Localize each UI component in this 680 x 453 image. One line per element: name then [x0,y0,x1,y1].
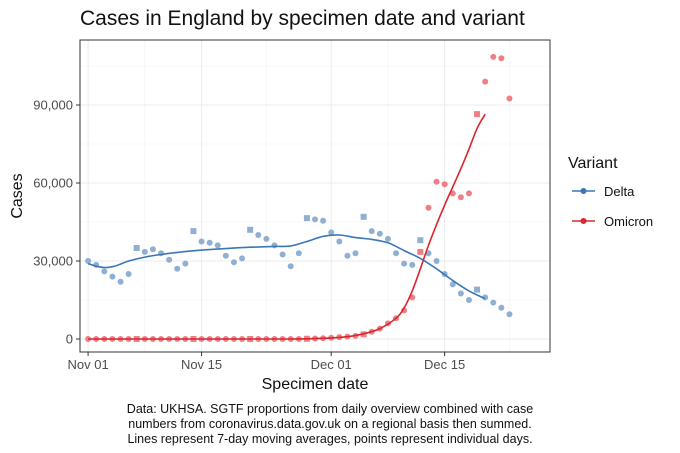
x-axis-label: Specimen date [262,376,369,393]
delta-point [457,290,464,297]
delta-line [87,234,486,300]
delta-point [376,230,383,237]
legend-omicron-marker [580,218,587,224]
delta-point [214,242,221,249]
chart: Nov 01 Nov 15 Dec 01 Dec 15 0 30,000 60,000 90,… [9,39,653,393]
legend-omicron-label: Omicron [604,214,653,229]
omicron-point [490,53,497,60]
delta-point [465,297,472,303]
omicron-point [465,190,472,197]
delta-point [255,232,262,238]
delta-point [182,260,189,267]
chart-title: Cases in England by specimen date and va… [80,7,525,30]
omicron-point [474,111,481,118]
omicron-point [482,78,489,85]
delta-point [490,299,497,306]
legend-delta-label: Delta [604,184,635,199]
delta-point [206,239,213,246]
delta-point [125,271,132,277]
caption: Data: UKHSA. SGTF proportions from daily… [70,402,590,447]
delta-point [498,304,505,311]
omicron-point [433,178,440,185]
delta-point [279,251,286,258]
delta-point [166,256,173,263]
y-tick-label: 0 [66,332,73,347]
delta-point [190,228,197,235]
delta-point [368,228,375,235]
omicron-point [498,55,505,62]
plot-border [79,39,551,353]
delta-point [109,273,116,280]
x-tick-label: Dec 15 [424,357,465,372]
caption-line: Data: UKHSA. SGTF proportions from daily… [126,402,534,416]
delta-point [247,226,254,233]
x-tick-label: Dec 01 [311,357,352,372]
delta-point [174,265,181,272]
y-axis-label: Cases [9,173,26,218]
delta-point [384,235,391,242]
delta-point [117,278,124,285]
delta-point [474,286,481,293]
omicron-point [457,194,464,201]
omicron-line [88,113,486,340]
delta-point [85,258,92,264]
delta-point [141,248,148,255]
plot-panel [80,40,550,352]
delta-point [263,235,270,242]
delta-point [101,268,108,275]
delta-point [320,217,327,224]
x-tick-label: Nov 01 [68,357,109,372]
y-tick-label: 30,000 [33,254,73,269]
delta-point [149,246,156,253]
axes-layer: Nov 01 Nov 15 Dec 01 Dec 15 0 30,000 60,000 90,… [33,98,465,373]
caption-line: Lines represent 7-day moving averages, p… [127,432,533,446]
omicron-point [506,95,513,102]
omicron-point [417,248,424,255]
delta-point [433,258,440,264]
caption-line: numbers from coronavirus.data.gov.uk on … [128,417,532,431]
delta-point [271,242,278,249]
delta-point [352,250,359,257]
delta-point [303,215,310,222]
delta-point [393,250,400,257]
legend: Variant Delta Omicron [568,155,653,229]
y-tick-label: 60,000 [33,176,73,191]
omicron-point [425,204,432,211]
x-tick-label: Nov 15 [181,357,222,372]
delta-point [401,260,408,267]
delta-point [360,213,367,220]
delta-point [409,261,416,268]
delta-point [222,252,229,259]
delta-point [482,294,489,301]
delta-point [506,311,513,318]
delta-point [328,229,335,236]
delta-point [198,238,205,245]
delta-point [417,237,424,244]
delta-point [336,238,343,245]
legend-title: Variant [568,155,618,172]
lines-layer [87,113,486,340]
omicron-point [441,181,448,188]
points-layer [85,53,513,342]
delta-point [449,281,456,288]
legend-delta-marker [580,188,587,194]
delta-point [344,252,351,259]
delta-point [230,259,237,266]
y-tick-label: 90,000 [33,98,73,113]
delta-point [133,245,140,251]
delta-point [239,255,246,262]
delta-point [312,216,318,223]
delta-point [295,250,302,257]
delta-point [287,263,294,270]
